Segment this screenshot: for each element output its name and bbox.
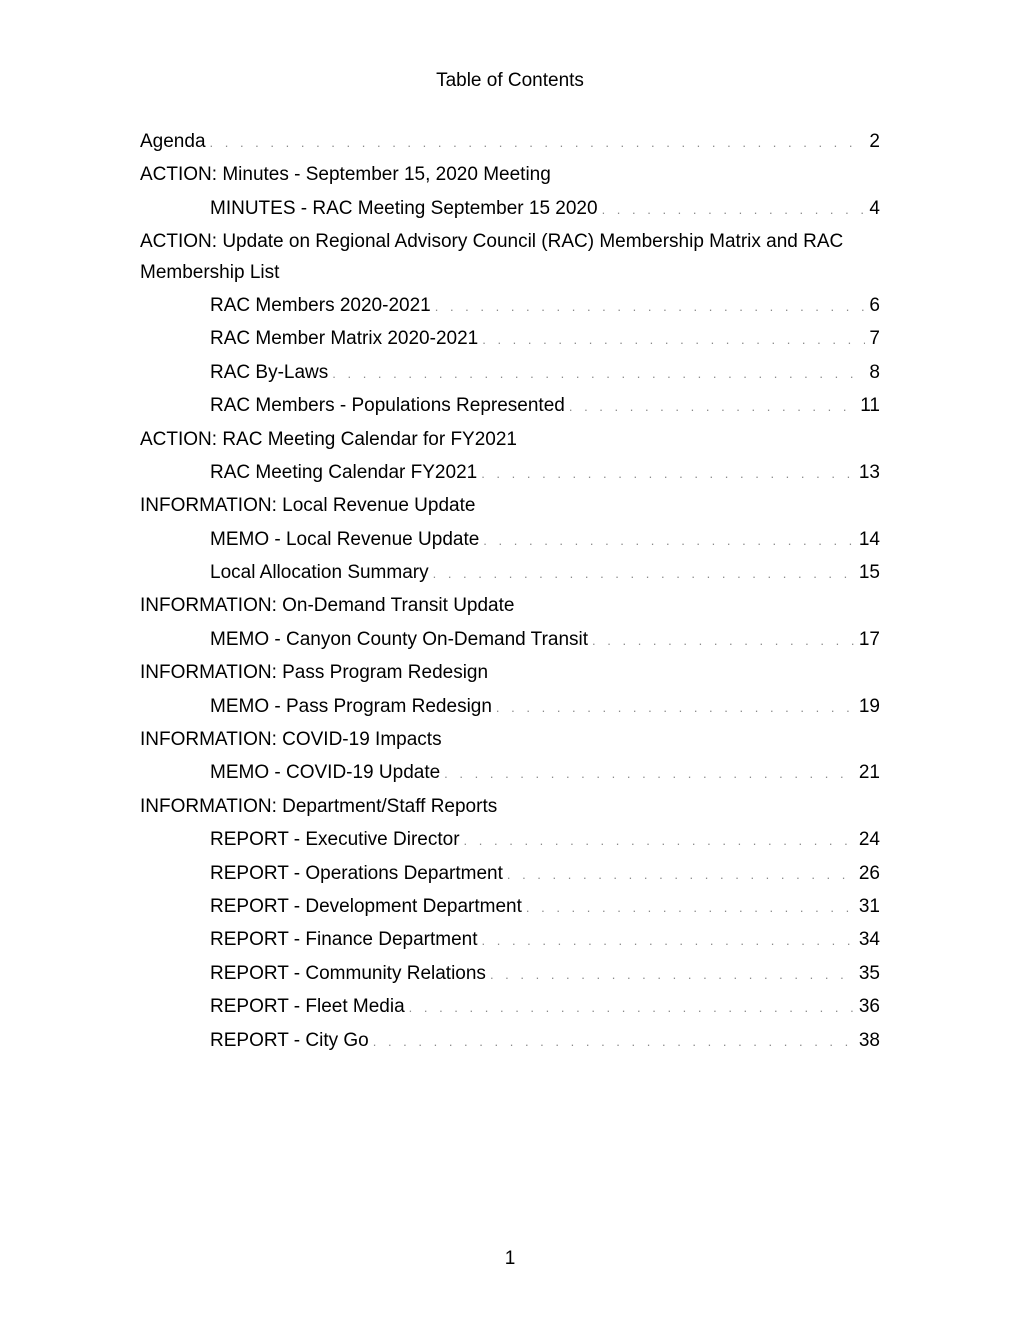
- toc-entry-page: 4: [865, 194, 880, 224]
- toc-entry[interactable]: Local Allocation Summary. . . . . . . . …: [140, 558, 880, 588]
- toc-entry[interactable]: Agenda. . . . . . . . . . . . . . . . . …: [140, 127, 880, 157]
- toc-entry[interactable]: MEMO - Pass Program Redesign. . . . . . …: [140, 692, 880, 722]
- toc-entry[interactable]: RAC Members 2020-2021. . . . . . . . . .…: [140, 291, 880, 321]
- toc-entry[interactable]: REPORT - City Go. . . . . . . . . . . . …: [140, 1026, 880, 1056]
- dot-leader: . . . . . . . . . . . . . . . . . . . . …: [598, 200, 866, 221]
- toc-entry-page: 14: [855, 525, 880, 555]
- toc-section-heading: INFORMATION: Pass Program Redesign: [140, 658, 880, 688]
- toc-entry-page: 2: [865, 127, 880, 157]
- toc-entry-label: RAC By-Laws: [210, 358, 328, 388]
- dot-leader: . . . . . . . . . . . . . . . . . . . . …: [492, 698, 855, 719]
- toc-entry-page: 7: [865, 324, 880, 354]
- toc-section-heading: INFORMATION: On-Demand Transit Update: [140, 591, 880, 621]
- toc-entry-page: 17: [855, 625, 880, 655]
- toc-entry-label: Agenda: [140, 127, 206, 157]
- toc-entry-label: REPORT - Finance Department: [210, 925, 478, 955]
- toc-entry[interactable]: RAC Meeting Calendar FY2021. . . . . . .…: [140, 458, 880, 488]
- document-title: Table of Contents: [140, 70, 880, 92]
- toc-entry-label: MEMO - COVID-19 Update: [210, 758, 440, 788]
- toc-entry-page: 31: [855, 892, 880, 922]
- dot-leader: . . . . . . . . . . . . . . . . . . . . …: [479, 531, 855, 552]
- toc-entry-page: 38: [855, 1026, 880, 1056]
- toc-entry[interactable]: REPORT - Executive Director. . . . . . .…: [140, 825, 880, 855]
- toc-entry[interactable]: REPORT - Operations Department. . . . . …: [140, 859, 880, 889]
- toc-entry-page: 11: [856, 391, 880, 421]
- toc-section-heading: INFORMATION: COVID-19 Impacts: [140, 725, 880, 755]
- toc-entry-label: REPORT - Executive Director: [210, 825, 460, 855]
- toc-entry-page: 21: [855, 758, 880, 788]
- dot-leader: . . . . . . . . . . . . . . . . . . . . …: [431, 297, 866, 318]
- dot-leader: . . . . . . . . . . . . . . . . . . . . …: [440, 764, 855, 785]
- toc-section-heading: ACTION: Update on Regional Advisory Coun…: [140, 227, 880, 288]
- dot-leader: . . . . . . . . . . . . . . . . . . . . …: [478, 330, 865, 351]
- toc-entry[interactable]: RAC Members - Populations Represented. .…: [140, 391, 880, 421]
- toc-section-heading: ACTION: RAC Meeting Calendar for FY2021: [140, 425, 880, 455]
- page-number: 1: [0, 1248, 1020, 1270]
- toc-entry-label: MEMO - Pass Program Redesign: [210, 692, 492, 722]
- toc-entry-page: 19: [855, 692, 880, 722]
- dot-leader: . . . . . . . . . . . . . . . . . . . . …: [522, 898, 855, 919]
- toc-entry-page: 13: [855, 458, 880, 488]
- dot-leader: . . . . . . . . . . . . . . . . . . . . …: [369, 1032, 855, 1053]
- dot-leader: . . . . . . . . . . . . . . . . . . . . …: [486, 965, 855, 986]
- dot-leader: . . . . . . . . . . . . . . . . . . . . …: [206, 133, 866, 154]
- toc-entry[interactable]: MEMO - Local Revenue Update. . . . . . .…: [140, 525, 880, 555]
- toc-entry-label: MEMO - Canyon County On-Demand Transit: [210, 625, 588, 655]
- toc-entry-label: MINUTES - RAC Meeting September 15 2020: [210, 194, 598, 224]
- toc-entry-label: RAC Meeting Calendar FY2021: [210, 458, 477, 488]
- toc-entry-label: REPORT - Operations Department: [210, 859, 503, 889]
- toc-entry-label: REPORT - Community Relations: [210, 959, 486, 989]
- dot-leader: . . . . . . . . . . . . . . . . . . . . …: [478, 931, 855, 952]
- toc-entry[interactable]: REPORT - Fleet Media. . . . . . . . . . …: [140, 992, 880, 1022]
- dot-leader: . . . . . . . . . . . . . . . . . . . . …: [588, 631, 855, 652]
- toc-entry-label: REPORT - Development Department: [210, 892, 522, 922]
- dot-leader: . . . . . . . . . . . . . . . . . . . . …: [565, 397, 856, 418]
- toc-entry-page: 6: [865, 291, 880, 321]
- toc-entry[interactable]: MINUTES - RAC Meeting September 15 2020.…: [140, 194, 880, 224]
- dot-leader: . . . . . . . . . . . . . . . . . . . . …: [460, 831, 855, 852]
- dot-leader: . . . . . . . . . . . . . . . . . . . . …: [429, 564, 855, 585]
- toc-entry-label: REPORT - Fleet Media: [210, 992, 405, 1022]
- dot-leader: . . . . . . . . . . . . . . . . . . . . …: [405, 998, 855, 1019]
- dot-leader: . . . . . . . . . . . . . . . . . . . . …: [328, 364, 865, 385]
- toc-entry-label: Local Allocation Summary: [210, 558, 429, 588]
- toc-entry-page: 35: [855, 959, 880, 989]
- toc-entry[interactable]: REPORT - Finance Department. . . . . . .…: [140, 925, 880, 955]
- toc-entry-label: RAC Members - Populations Represented: [210, 391, 565, 421]
- toc-entry-page: 8: [865, 358, 880, 388]
- toc-entry[interactable]: RAC By-Laws. . . . . . . . . . . . . . .…: [140, 358, 880, 388]
- toc-entry[interactable]: RAC Member Matrix 2020-2021. . . . . . .…: [140, 324, 880, 354]
- toc-entry-label: RAC Member Matrix 2020-2021: [210, 324, 478, 354]
- toc-section-heading: INFORMATION: Local Revenue Update: [140, 491, 880, 521]
- toc-entry-label: REPORT - City Go: [210, 1026, 369, 1056]
- toc-section-heading: INFORMATION: Department/Staff Reports: [140, 792, 880, 822]
- toc-entry-page: 26: [855, 859, 880, 889]
- dot-leader: . . . . . . . . . . . . . . . . . . . . …: [477, 464, 855, 485]
- toc-entry-page: 15: [855, 558, 880, 588]
- toc-entry[interactable]: REPORT - Community Relations. . . . . . …: [140, 959, 880, 989]
- dot-leader: . . . . . . . . . . . . . . . . . . . . …: [503, 865, 855, 886]
- toc-section-heading: ACTION: Minutes - September 15, 2020 Mee…: [140, 160, 880, 190]
- toc-entry[interactable]: MEMO - Canyon County On-Demand Transit. …: [140, 625, 880, 655]
- toc-entry[interactable]: REPORT - Development Department. . . . .…: [140, 892, 880, 922]
- table-of-contents: Agenda. . . . . . . . . . . . . . . . . …: [140, 127, 880, 1056]
- toc-entry-label: RAC Members 2020-2021: [210, 291, 431, 321]
- toc-entry-page: 36: [855, 992, 880, 1022]
- toc-entry-page: 24: [855, 825, 880, 855]
- toc-entry-page: 34: [855, 925, 880, 955]
- toc-entry-label: MEMO - Local Revenue Update: [210, 525, 479, 555]
- toc-entry[interactable]: MEMO - COVID-19 Update. . . . . . . . . …: [140, 758, 880, 788]
